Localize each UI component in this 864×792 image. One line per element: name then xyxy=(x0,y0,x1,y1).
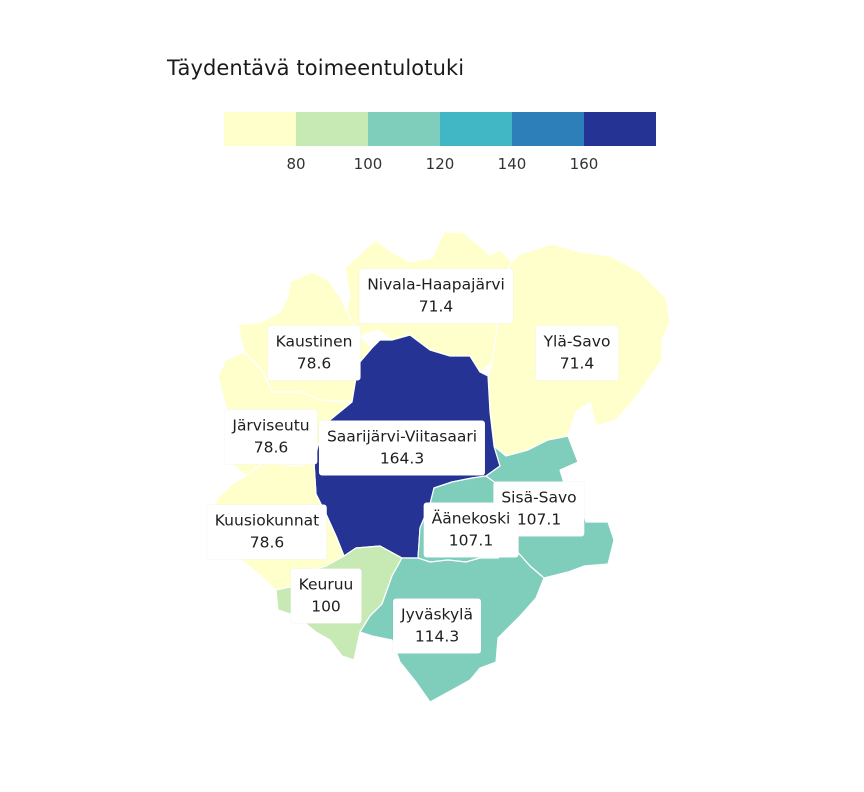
region-label-name: Sisä-Savo xyxy=(501,488,577,507)
region-label-name: Saarijärvi-Viitasaari xyxy=(326,427,478,446)
region-label-value: 107.1 xyxy=(516,510,562,529)
region-label: Nivala-Haapajärvi 71.4 xyxy=(359,268,513,324)
legend-tick: 160 xyxy=(569,155,599,173)
region-label-value: 78.6 xyxy=(253,438,289,457)
region-label-value: 164.3 xyxy=(379,449,425,468)
color-legend: 80 100 120 140 160 xyxy=(0,0,864,200)
region-label-name: Kaustinen xyxy=(275,332,353,351)
region-label: Saarijärvi-Viitasaari 164.3 xyxy=(318,420,486,476)
legend-swatch xyxy=(440,112,512,146)
region-label-value: 71.4 xyxy=(559,354,595,373)
region-label: Keuruu 100 xyxy=(290,568,362,624)
region-label: Järviseutu 78.6 xyxy=(224,409,318,465)
region-label-value: 100 xyxy=(311,597,341,616)
region-label: Kaustinen 78.6 xyxy=(267,325,361,381)
legend-swatch xyxy=(368,112,440,146)
region-label-name: Äänekoski xyxy=(431,509,511,528)
legend-tick: 80 xyxy=(286,155,306,173)
legend-swatch xyxy=(224,112,296,146)
legend-swatch xyxy=(512,112,584,146)
legend-swatch xyxy=(296,112,368,146)
legend-tick: 120 xyxy=(425,155,455,173)
region-label: Äänekoski 107.1 xyxy=(423,502,519,558)
region-label-value: 78.6 xyxy=(249,533,285,552)
region-label-name: Ylä-Savo xyxy=(543,332,611,351)
region-label-name: Järviseutu xyxy=(232,416,310,435)
region-label: Jyväskylä 114.3 xyxy=(393,598,481,654)
region-label-value: 78.6 xyxy=(296,354,332,373)
legend-tick: 140 xyxy=(497,155,527,173)
region-label-name: Jyväskylä xyxy=(401,605,473,624)
map-title: Täydentävä toimeentulotuki xyxy=(167,56,465,80)
region-label-name: Kuusiokunnat xyxy=(214,511,320,530)
region-label-value: 114.3 xyxy=(414,627,460,646)
region-label-value: 107.1 xyxy=(448,531,494,550)
region-label-name: Nivala-Haapajärvi xyxy=(367,275,505,294)
legend-tick: 100 xyxy=(353,155,383,173)
legend-swatch xyxy=(584,112,656,146)
region-label: Ylä-Savo 71.4 xyxy=(535,325,619,381)
region-label-name: Keuruu xyxy=(298,575,354,594)
region-label: Kuusiokunnat 78.6 xyxy=(206,504,328,560)
region-label-value: 71.4 xyxy=(418,297,454,316)
